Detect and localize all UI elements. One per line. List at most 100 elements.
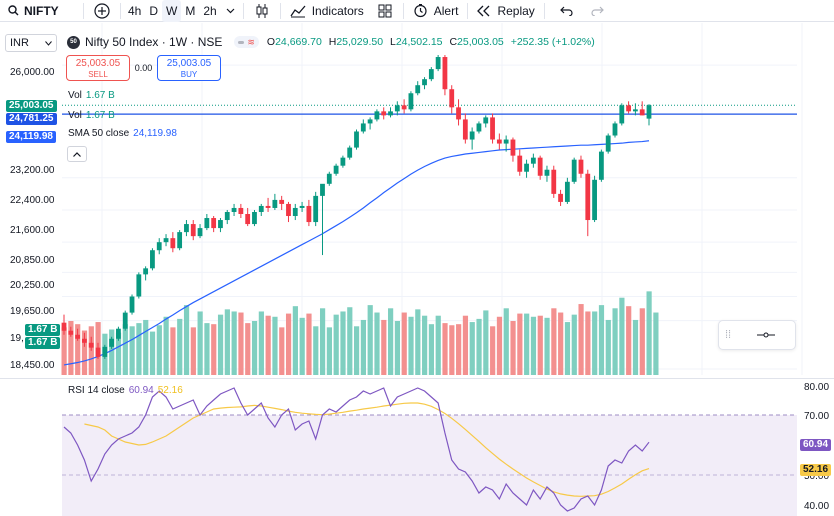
candle-body [102, 346, 108, 357]
volume-bar [109, 329, 115, 375]
volume-bar [401, 312, 407, 375]
sma-legend[interactable]: SMA 50 close 24,119.98 [68, 128, 177, 139]
currency-select[interactable]: INR [5, 34, 57, 52]
sma-label: SMA 50 close [68, 128, 130, 139]
volume-bar [143, 319, 149, 375]
candle-body [190, 224, 196, 237]
layouts-button[interactable] [370, 0, 400, 22]
sma-value: 24,119.98 [133, 128, 177, 139]
candle-body [598, 151, 604, 180]
volume-label: Vol [68, 110, 82, 121]
sell-price: 25,003.05 [75, 58, 121, 69]
candle-body [170, 238, 176, 249]
rsi-axis-label: 70.00 [804, 411, 830, 422]
candle-body [456, 107, 461, 120]
candle-body [360, 123, 366, 132]
price-chart[interactable] [0, 23, 834, 377]
alert-button[interactable]: Alert [407, 0, 465, 22]
interval-4h[interactable]: 4h [128, 3, 142, 18]
horizontal-line-tool-icon[interactable] [737, 328, 795, 342]
volume-bar [496, 316, 503, 375]
candle-body [116, 328, 121, 339]
volume-bar [129, 326, 135, 375]
drag-handle-icon[interactable]: ⁞⁞ [724, 329, 732, 341]
volume-bar [462, 315, 469, 375]
candle-body [231, 207, 237, 212]
buy-label: BUY [180, 70, 198, 79]
price-pane[interactable]: 26,000.00 23,200.00 22,400.00 21,600.00 … [0, 23, 834, 377]
compare-button[interactable] [87, 0, 117, 22]
volume-bar [639, 308, 645, 375]
volume-bar [490, 326, 496, 375]
volume-bar [245, 323, 251, 375]
candle-body [163, 238, 169, 243]
redo-button[interactable] [585, 0, 610, 22]
volume-bar [238, 312, 244, 375]
volume-bar [381, 319, 387, 375]
high-value: 25,029.50 [336, 36, 384, 48]
separator [543, 2, 545, 19]
chart-type-button[interactable] [247, 0, 277, 22]
candle-body [272, 199, 278, 208]
interval-m[interactable]: M [185, 3, 196, 18]
candle-body [109, 338, 115, 347]
candle-body [286, 203, 291, 217]
volume-bar [285, 313, 292, 375]
undo-button[interactable] [548, 0, 585, 22]
volume-value: 1.67 B [85, 110, 115, 121]
ohlc-values: O24,669.70 H25,029.50 L24,502.15 C25,003… [267, 36, 599, 48]
wave-icon: ≋ [247, 36, 255, 47]
interval-d[interactable]: D [149, 3, 159, 18]
candle-body [347, 147, 353, 158]
chevron-down-icon [45, 40, 52, 46]
interval-w[interactable]: W [162, 0, 182, 22]
rsi-ma-tag: 52.16 [800, 464, 832, 476]
buy-button[interactable]: 25,003.05 BUY [157, 55, 221, 81]
volume-bar [306, 313, 312, 375]
close-value: 25,003.05 [457, 36, 504, 48]
candle-body [530, 157, 536, 164]
low-value: 24,502.15 [395, 36, 443, 48]
interval-dropdown[interactable] [221, 0, 240, 22]
visibility-toggle[interactable]: ≋ [234, 36, 259, 48]
volume-bar [326, 327, 332, 375]
candle-body [197, 228, 203, 237]
rsi-legend[interactable]: RSI 14 close 60.94 52.16 [68, 385, 183, 396]
symbol-search[interactable]: NIFTY [0, 0, 80, 22]
drawing-tool-widget[interactable]: ⁞⁞ [718, 320, 796, 350]
candle-body [388, 111, 393, 116]
hline-price-tag[interactable]: 24,781.25 [6, 113, 57, 125]
open-value: 24,669.70 [275, 36, 322, 48]
volume-tag: 1.67 B [25, 324, 61, 336]
legend-collapse-button[interactable] [67, 146, 87, 162]
candle-body [258, 205, 264, 212]
candle-body [88, 342, 94, 348]
candle-body [136, 274, 142, 297]
volume-value: 1.67 B [85, 90, 115, 101]
volume-bar [626, 306, 632, 375]
volume-legend[interactable]: Vol 1.67 B [68, 90, 115, 101]
replay-button[interactable]: Replay [471, 0, 540, 22]
volume-legend[interactable]: Vol 1.67 B [68, 110, 115, 121]
interval-2h[interactable]: 2h [203, 3, 217, 18]
separator [467, 2, 469, 19]
sell-button[interactable]: 25,003.05 SELL [66, 55, 130, 81]
rsi-pane[interactable]: RSI 14 close 60.94 52.16 80.00 70.00 50.00… [0, 378, 834, 516]
candle-body [462, 119, 468, 140]
rsi-chart[interactable] [0, 379, 834, 516]
candle-body [367, 119, 373, 124]
candle-body [68, 330, 74, 335]
symbol-title[interactable]: Nifty 50 Index · 1W · NSE [85, 35, 223, 49]
close-label: C [449, 36, 458, 48]
volume-bar [558, 312, 564, 375]
volume-bar [224, 309, 230, 375]
volume-bar [177, 318, 183, 375]
candle-body [626, 105, 631, 112]
rewind-icon [477, 5, 490, 16]
indicators-button[interactable]: Indicators [284, 0, 370, 22]
candle-body [517, 155, 523, 172]
candle-body [218, 220, 223, 229]
volume-bar [204, 323, 210, 375]
alarm-clock-icon [414, 4, 427, 18]
low-label: L [389, 36, 396, 48]
